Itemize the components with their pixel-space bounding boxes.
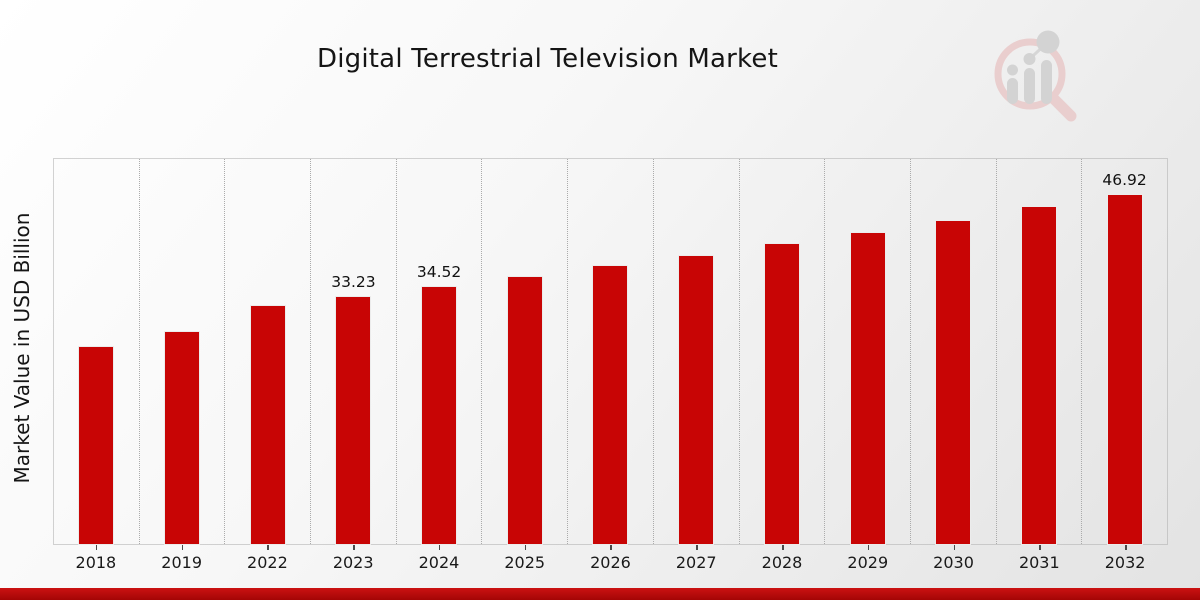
category-column-2026 [568,159,654,544]
category-column-2023: 33.23 [311,159,397,544]
tick-mark [610,545,612,550]
tick-mark [1039,545,1041,550]
x-tick-label: 2030 [933,553,974,572]
tick-mark [1125,545,1127,550]
category-column-2030 [911,159,997,544]
x-tick-2032: 2032 [1082,545,1168,575]
bar-2027 [679,255,714,544]
x-tick-label: 2023 [332,553,374,572]
category-column-2025 [482,159,569,544]
bar-value-label-2023: 33.23 [331,272,376,291]
bar-2032 [1107,194,1142,544]
tick-mark [181,545,184,550]
category-column-2031 [997,159,1083,544]
bar-2028 [764,243,799,544]
category-column-2018 [54,159,140,544]
x-tick-2019: 2019 [139,545,225,575]
tick-mark [867,545,870,550]
x-tick-label: 2025 [504,553,546,572]
tick-mark [696,545,698,550]
footer-red-stripe [0,588,1200,600]
tick-mark [953,545,956,550]
x-tick-label: 2027 [675,553,717,572]
x-axis-labels: 2018 2019 2022 2023 2024 2025 2026 2027 2028 2029… [53,545,1168,575]
x-tick-label: 2031 [1018,553,1060,572]
plot-area: 33.23 34.52 46.92 [53,158,1168,545]
tick-mark [353,545,355,550]
bar-2031 [1021,207,1056,544]
category-column-2029 [825,159,911,544]
category-column-2032: 46.92 [1082,159,1167,544]
tick-mark [782,545,784,550]
bar-2019 [165,331,200,544]
x-tick-label: 2026 [590,553,631,572]
x-tick-label: 2028 [761,553,803,572]
x-tick-2027: 2027 [653,545,739,575]
x-tick-2018: 2018 [53,545,139,575]
x-tick-label: 2019 [161,553,202,572]
category-column-2028 [740,159,826,544]
category-column-2024: 34.52 [397,159,483,544]
bar-value-label-2032: 46.92 [1102,170,1147,189]
x-tick-label: 2022 [247,553,288,572]
x-tick-2024: 2024 [396,545,482,575]
bar-2025 [507,276,542,544]
category-column-2027 [654,159,740,544]
chart-title: Digital Terrestrial Television Market [317,44,778,74]
category-column-2019 [140,159,226,544]
x-tick-2026: 2026 [568,545,654,575]
x-tick-label: 2018 [75,553,117,572]
bar-2022 [250,306,285,544]
y-axis-label: Market Value in USD Billion [10,212,34,484]
tick-mark [95,545,98,550]
x-tick-2023: 2023 [310,545,396,575]
tick-mark [438,545,441,550]
x-tick-label: 2032 [1104,553,1146,572]
x-tick-label: 2024 [418,553,460,572]
tick-mark [524,545,527,550]
x-tick-2025: 2025 [482,545,568,575]
x-tick-2030: 2030 [911,545,997,575]
bar-2030 [936,220,971,544]
x-tick-2028: 2028 [739,545,825,575]
magnifier-growth-logo-icon [985,26,1085,128]
bar-value-label-2024: 34.52 [416,262,462,281]
category-column-2022 [225,159,312,544]
x-tick-2029: 2029 [825,545,911,575]
x-tick-2031: 2031 [996,545,1082,575]
bar-2023 [336,296,371,544]
bar-2029 [850,232,885,544]
tick-mark [267,545,269,550]
x-tick-label: 2029 [847,553,889,572]
bar-2018 [79,347,114,544]
x-tick-2022: 2022 [225,545,311,575]
bar-2026 [593,266,628,544]
bar-2024 [422,286,457,544]
